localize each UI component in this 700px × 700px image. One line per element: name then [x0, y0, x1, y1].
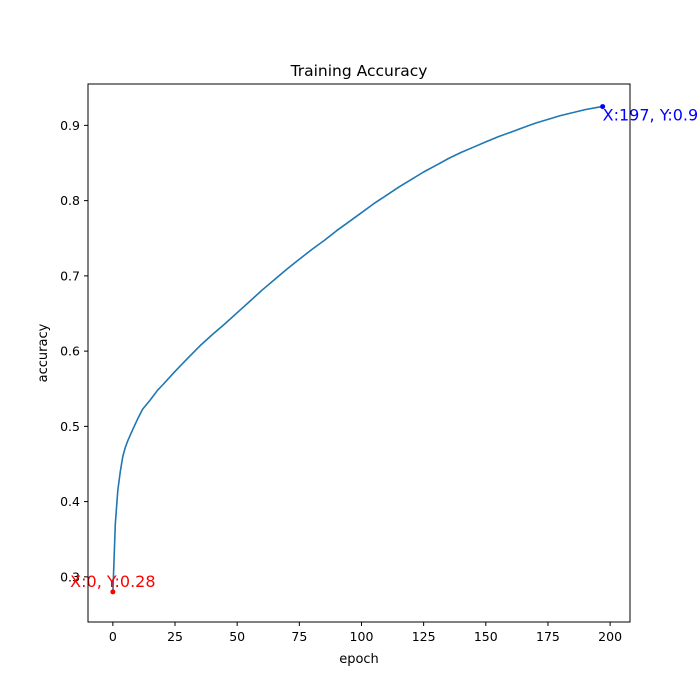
x-tick-label: 125 — [412, 629, 436, 644]
y-tick-label: 0.7 — [60, 268, 80, 283]
x-axis-label: epoch — [339, 652, 379, 667]
x-tick-label: 25 — [167, 629, 183, 644]
annotation-marker — [110, 589, 116, 595]
accuracy-series-line — [112, 105, 603, 592]
plot-area-frame — [87, 83, 631, 623]
y-tick-label: 0.8 — [60, 193, 80, 208]
y-tick-label: 0.4 — [60, 494, 80, 509]
x-axis-ticks: 0 25 50 75 100 125 150 175 200 — [109, 622, 622, 644]
x-tick-label: 100 — [350, 629, 374, 644]
chart-title: Training Accuracy — [290, 62, 428, 80]
annotation-marker — [600, 104, 606, 110]
y-tick-label: 0.3 — [60, 569, 80, 584]
y-axis-ticks: 0.3 0.4 0.5 0.6 0.7 0.8 0.9 — [60, 118, 88, 584]
annotation-layer: X:0, Y:0.28 X:197, Y:0.9 — [70, 104, 699, 595]
y-axis-label: accuracy — [36, 323, 51, 382]
x-tick-label: 200 — [598, 629, 622, 644]
y-tick-label: 0.5 — [60, 419, 80, 434]
y-tick-label: 0.6 — [60, 344, 80, 359]
y-tick-label: 0.9 — [60, 118, 80, 133]
x-tick-label: 150 — [474, 629, 498, 644]
annotation-label: X:197, Y:0.9 — [603, 106, 699, 125]
x-tick-label: 50 — [229, 629, 245, 644]
x-tick-label: 0 — [109, 629, 117, 644]
x-tick-label: 175 — [536, 629, 560, 644]
x-tick-label: 75 — [291, 629, 307, 644]
annotation-label: X:0, Y:0.28 — [70, 572, 155, 591]
